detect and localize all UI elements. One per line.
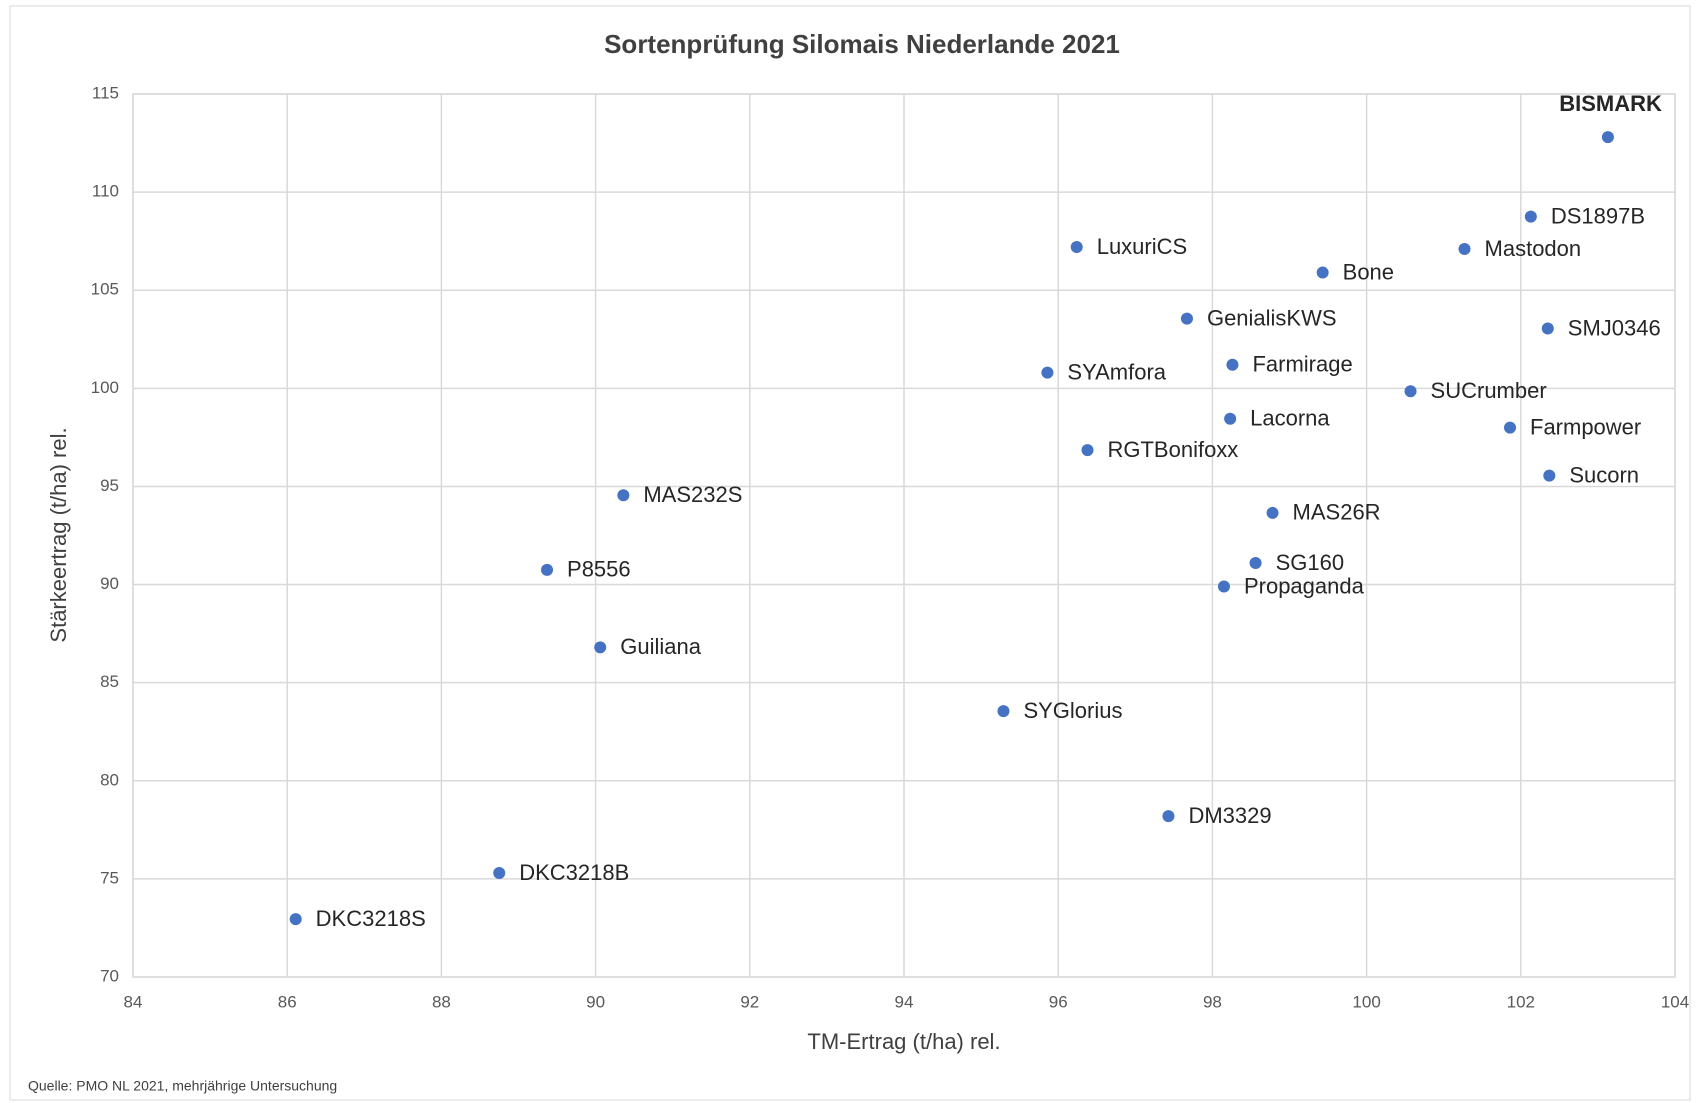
- point: [1601, 131, 1614, 144]
- point-label: Propaganda: [1244, 573, 1365, 598]
- point-label: LuxuriCS: [1097, 234, 1187, 259]
- point: [1162, 810, 1175, 823]
- point-label: Bone: [1343, 259, 1394, 284]
- point: [1266, 506, 1279, 519]
- x-axis-label: TM-Ertrag (t/ha) rel.: [807, 1029, 1000, 1054]
- point: [1180, 312, 1193, 325]
- x-tick-label: 88: [432, 992, 451, 1011]
- point-label: SG160: [1276, 550, 1345, 575]
- point-label: SMJ0346: [1568, 315, 1661, 340]
- y-tick-label: 100: [91, 378, 119, 397]
- y-tick-label: 75: [100, 868, 119, 887]
- point: [1504, 421, 1517, 434]
- point-label: SYGlorius: [1023, 698, 1122, 723]
- point-label: DKC3218S: [316, 906, 426, 931]
- x-tick-label: 100: [1352, 992, 1380, 1011]
- point-label: SUCrumber: [1431, 378, 1547, 403]
- x-tick-label: 98: [1203, 992, 1222, 1011]
- point-label: Farmpower: [1530, 414, 1641, 439]
- y-tick-label: 95: [100, 476, 119, 495]
- y-tick-label: 90: [100, 574, 119, 593]
- point: [541, 563, 554, 576]
- y-tick-label: 70: [100, 966, 119, 985]
- point: [1070, 241, 1083, 254]
- point: [1524, 210, 1537, 223]
- point-label: Mastodon: [1485, 236, 1582, 261]
- chart-frame: [9, 5, 1691, 1101]
- x-tick-label: 92: [740, 992, 759, 1011]
- point-label: P8556: [567, 557, 631, 582]
- point-label: SYAmfora: [1067, 359, 1166, 384]
- point: [493, 867, 506, 880]
- point-label: Sucorn: [1569, 462, 1639, 487]
- point: [594, 641, 607, 654]
- point-label: RGTBonifoxx: [1107, 437, 1238, 462]
- point: [1249, 556, 1262, 569]
- x-tick-label: 102: [1507, 992, 1535, 1011]
- point: [1224, 412, 1237, 425]
- point-label: Guiliana: [620, 634, 701, 659]
- point-label: DM3329: [1188, 803, 1271, 828]
- point-label: MAS232S: [643, 482, 742, 507]
- y-tick-label: 85: [100, 672, 119, 691]
- point-label: Lacorna: [1250, 406, 1330, 431]
- chart-title: Sortenprüfung Silomais Niederlande 2021: [604, 29, 1120, 59]
- point: [1316, 266, 1329, 279]
- point: [1458, 243, 1471, 256]
- point: [617, 489, 630, 502]
- y-tick-label: 110: [92, 182, 119, 201]
- x-tick-label: 90: [586, 992, 605, 1011]
- x-tick-label: 94: [895, 992, 914, 1011]
- point-label: MAS26R: [1293, 500, 1381, 525]
- source-note: Quelle: PMO NL 2021, mehrjährige Untersu…: [28, 1078, 337, 1094]
- x-tick-label: 104: [1661, 992, 1689, 1011]
- point: [289, 913, 302, 926]
- y-tick-label: 80: [100, 770, 119, 789]
- point-label: Farmirage: [1252, 352, 1352, 377]
- x-tick-label: 86: [278, 992, 297, 1011]
- x-tick-label: 84: [124, 992, 143, 1011]
- point-label: GenialisKWS: [1207, 305, 1337, 330]
- point-label: DKC3218B: [519, 860, 629, 885]
- y-tick-label: 115: [92, 83, 119, 102]
- point: [1081, 444, 1094, 457]
- point: [1217, 580, 1230, 593]
- point: [1226, 358, 1239, 371]
- point: [1541, 322, 1554, 335]
- x-tick-label: 96: [1049, 992, 1068, 1011]
- point: [1543, 469, 1556, 482]
- y-axis-label: Stärkeertrag (t/ha) rel.: [46, 427, 71, 642]
- point: [997, 705, 1010, 718]
- point-label: DS1897B: [1551, 203, 1645, 228]
- point: [1041, 366, 1054, 379]
- point: [1404, 385, 1417, 398]
- y-tick-label: 105: [91, 280, 119, 299]
- plot-border: [132, 93, 1676, 978]
- point-label: BISMARK: [1559, 91, 1662, 116]
